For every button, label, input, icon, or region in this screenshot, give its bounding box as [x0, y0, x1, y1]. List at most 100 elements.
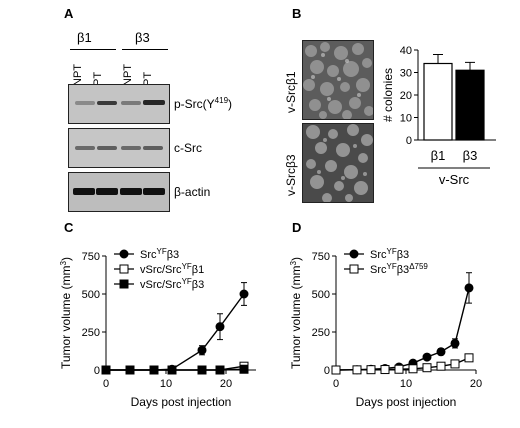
x-category-label: β1	[431, 148, 446, 163]
legend-label: SrcYFβ3	[370, 247, 409, 262]
y-tick-label: 20	[400, 90, 412, 102]
panel-c-line-chart: 0 250 500 750 0 10 20 Days post injection Tumor …	[59, 247, 256, 409]
panel-letter-c: C	[64, 220, 74, 235]
bar-1	[423, 62, 453, 141]
blot-label-p-src-main: p-Src(Y	[174, 97, 215, 111]
legend-label: SrcYFβ3Δ759	[370, 262, 428, 277]
legend-marker	[119, 249, 129, 259]
data-point	[215, 322, 225, 332]
band	[143, 188, 165, 195]
y-tick-label: 40	[400, 45, 412, 57]
micrograph-texture	[303, 41, 373, 119]
group-label-beta3: β3	[135, 30, 150, 45]
bar-2	[455, 69, 485, 141]
micrograph-texture	[303, 124, 373, 202]
band	[73, 188, 95, 195]
band	[120, 188, 142, 195]
x-tick-label: 20	[470, 378, 482, 390]
micrograph-label-beta1: v-Srcβ1	[284, 71, 298, 113]
data-point	[197, 345, 207, 355]
series-line	[106, 293, 245, 371]
band	[97, 101, 117, 105]
data-point	[149, 365, 159, 375]
data-point	[352, 365, 362, 375]
band	[75, 101, 95, 105]
legend-label: vSrc/SrcYFβ3	[140, 277, 204, 292]
data-point	[167, 365, 177, 375]
x-tick-label: 0	[333, 378, 339, 390]
data-point	[239, 289, 249, 299]
y-tick-label: 250	[312, 327, 330, 339]
y-tick-label: 500	[312, 289, 330, 301]
panel-letter-b: B	[292, 6, 302, 21]
data-point	[215, 365, 225, 375]
series-line	[335, 357, 470, 371]
legend-marker	[349, 249, 359, 259]
data-point	[422, 363, 432, 373]
blot-label-beta-actin: β-actin	[174, 185, 211, 199]
band	[97, 146, 117, 150]
x-tick-label: 10	[160, 378, 172, 390]
series-line	[335, 287, 470, 371]
legend-marker	[119, 279, 129, 289]
legend-label: vSrc/SrcYFβ1	[140, 262, 204, 277]
data-point	[394, 364, 404, 374]
band	[75, 146, 95, 150]
data-point	[101, 365, 111, 375]
y-axis-label: Tumor volume (mm3)	[59, 257, 74, 369]
band	[96, 188, 118, 195]
y-tick-label: 0	[94, 365, 100, 377]
legend-label: SrcYFβ3	[140, 247, 179, 262]
x-tick-label: 10	[400, 378, 412, 390]
y-tick-label: 500	[82, 289, 100, 301]
panel-letter-d: D	[292, 220, 302, 235]
band	[143, 100, 165, 105]
data-point	[125, 365, 135, 375]
group-label-beta1: β1	[77, 30, 92, 45]
micrograph-v-src-beta1	[302, 40, 374, 120]
x-axis-label: Days post injection	[131, 395, 232, 409]
data-point	[450, 338, 460, 348]
series-3: vSrc/SrcYFβ3	[101, 277, 249, 375]
group-underline-beta1	[70, 49, 116, 50]
data-point	[436, 361, 446, 371]
micrograph-label-beta3: v-Srcβ3	[284, 154, 298, 196]
blot-label-p-src: p-Src(Y419)	[174, 96, 232, 111]
blot-label-p-src-sup: 419	[214, 96, 229, 105]
y-tick-label: 10	[400, 113, 412, 125]
data-point	[422, 352, 432, 362]
legend-marker	[119, 264, 129, 274]
data-point	[239, 364, 249, 374]
band	[121, 101, 141, 105]
blot-label-p-src-end: )	[228, 97, 233, 111]
y-tick-label: 30	[400, 68, 412, 80]
group-label: v-Src	[439, 172, 470, 187]
blot-label-c-src: c-Src	[174, 141, 202, 155]
micrograph-v-src-beta3	[302, 123, 374, 203]
blot-beta-actin	[68, 172, 170, 212]
data-point	[331, 365, 341, 375]
y-tick-label: 750	[312, 251, 330, 263]
x-category-label: β3	[463, 148, 478, 163]
y-tick-label: 750	[82, 251, 100, 263]
series-2: SrcYFβ3Δ759	[331, 262, 474, 375]
panel-b-bar-chart: 0 10 20 30 40 β1 β3 v-Src # colonies	[381, 45, 496, 187]
x-tick-label: 0	[103, 378, 109, 390]
data-point	[450, 359, 460, 369]
group-underline-beta3	[122, 49, 168, 50]
band	[143, 146, 163, 150]
y-axis-label: Tumor volume (mm3)	[289, 257, 304, 369]
data-point	[464, 283, 474, 293]
blot-c-src	[68, 128, 170, 168]
legend-marker	[349, 264, 359, 274]
band	[121, 146, 141, 150]
y-tick-label: 250	[82, 327, 100, 339]
x-tick-label: 20	[220, 378, 232, 390]
data-point	[197, 365, 207, 375]
y-tick-label: 0	[406, 135, 412, 147]
blot-p-src	[68, 84, 170, 124]
lane-label-npt-2: NPT	[122, 64, 134, 86]
data-point	[408, 364, 418, 374]
y-tick-label: 0	[324, 365, 330, 377]
data-point	[366, 365, 376, 375]
